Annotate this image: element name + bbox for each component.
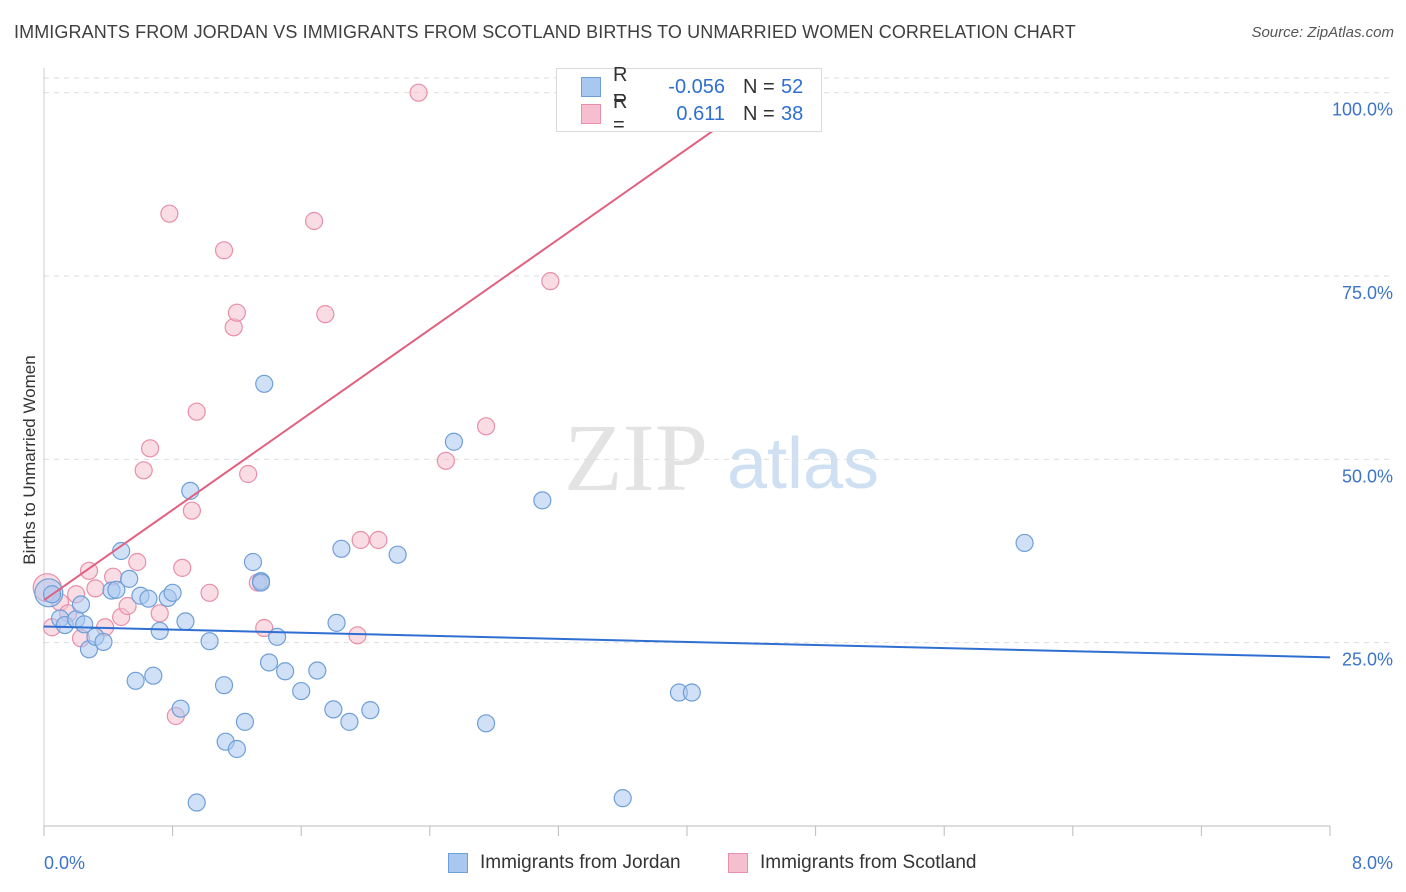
jordan-point [187,793,206,812]
jordan-point [126,671,145,690]
trend-line-jordan [43,625,1331,659]
scotland-point [128,552,147,572]
scotland-point [227,303,246,322]
jordan-point [388,545,407,564]
scotland-point [173,558,192,577]
scotland-point [316,305,335,324]
jordan-point [120,569,139,588]
scotland-point [86,579,105,598]
legend-item-scotland[interactable]: Immigrants from Scotland [728,852,976,874]
legend-item-jordan[interactable]: Immigrants from Jordan [448,852,681,874]
jordan-point [214,676,234,695]
trend-line-scotland [43,91,768,601]
x-tick-label: 8.0% [1352,853,1393,873]
watermark-zip: ZIP [564,404,708,511]
legend-r-value-jordan: -0.056 [668,75,725,98]
scotland-point [304,211,324,231]
scotland-point [224,318,243,337]
scotland-point [541,272,560,291]
jordan-point [139,589,158,608]
y-tick-label: 25.0% [1342,650,1393,670]
legend-r-label-jordan: R = [613,64,628,109]
jordan-point [94,632,113,652]
scotland-point [182,501,201,520]
scotland-point [351,530,370,550]
legend-swatch-scotland [581,104,601,124]
series-legend: Immigrants from Jordan Immigrants from S… [0,852,1406,878]
scotland-point [160,204,179,223]
correlation-legend: R = -0.056 N = 52 R = 0.611 N = 38 [556,64,822,136]
legend-item-swatch-jordan [448,853,468,873]
legend-swatch-jordan [581,77,601,97]
jordan-point [251,573,271,592]
scotland-point [476,417,496,436]
jordan-point [324,700,343,719]
scotland-point [239,464,258,484]
series-jordan-points [34,374,1034,812]
jordan-point [235,712,255,731]
legend-r-value-scotland: 0.611 [676,102,725,125]
legend-row-scotland: R = 0.611 N = 38 [581,91,804,136]
jordan-point [144,666,163,685]
legend-n-value-jordan: 52 [781,75,804,98]
source-label: Source: ZipAtlas.com [1251,24,1394,41]
x-tick-label: 0.0% [44,853,85,873]
legend-row-jordan: R = -0.056 N = 52 [581,64,804,109]
scotland-point [214,241,234,260]
jordan-point [243,552,263,572]
legend-r-label-scotland: R = [613,91,628,136]
scotland-point [369,530,388,550]
jordan-point [1015,533,1034,553]
jordan-point [227,739,246,759]
jordan-point [259,653,279,672]
scotland-point [140,439,160,458]
y-tick-label: 50.0% [1342,466,1393,486]
scotland-point [150,604,169,623]
scotland-point [118,596,137,616]
legend-n-label-jordan: N = [743,75,775,98]
jordan-point [340,712,359,731]
jordan-point [361,701,380,720]
jordan-point [292,681,311,701]
legend-n-value-scotland: 38 [781,102,804,125]
scotland-point [134,461,153,480]
legend-item-swatch-scotland [728,853,748,873]
jordan-point [171,699,190,718]
scotland-point [409,83,428,102]
jordan-point [255,374,274,393]
jordan-point [613,789,632,808]
y-tick-label: 100.0% [1332,100,1393,120]
jordan-point [163,583,182,602]
scotland-point [348,626,367,645]
jordan-point [150,621,169,641]
jordan-point [476,714,496,733]
scotland-point [200,583,219,602]
jordan-point [327,613,346,632]
axes [43,68,1331,836]
jordan-point [71,595,91,614]
chart-title: IMMIGRANTS FROM JORDAN VS IMMIGRANTS FRO… [14,22,1076,42]
jordan-point [276,662,295,681]
y-tick-label: 75.0% [1342,283,1393,303]
jordan-point [308,661,327,680]
jordan-point [200,632,219,651]
jordan-point [332,539,351,558]
trend-lines [43,91,1331,659]
watermark-atlas: atlas [727,424,879,504]
legend-item-label-jordan: Immigrants from Jordan [480,852,681,873]
jordan-point [444,432,464,451]
jordan-point [682,683,701,702]
scotland-point [436,451,455,470]
tick-labels: 25.0% 50.0% 75.0% 100.0% 0.0% 8.0% [44,100,1393,873]
watermark: ZIP atlas [564,404,879,511]
scotland-point [187,402,206,421]
jordan-point [267,627,287,646]
jordan-point [107,580,126,599]
legend-item-label-scotland: Immigrants from Scotland [760,852,977,873]
jordan-point [533,491,552,510]
jordan-point [176,612,195,631]
legend-n-label-scotland: N = [743,102,775,125]
